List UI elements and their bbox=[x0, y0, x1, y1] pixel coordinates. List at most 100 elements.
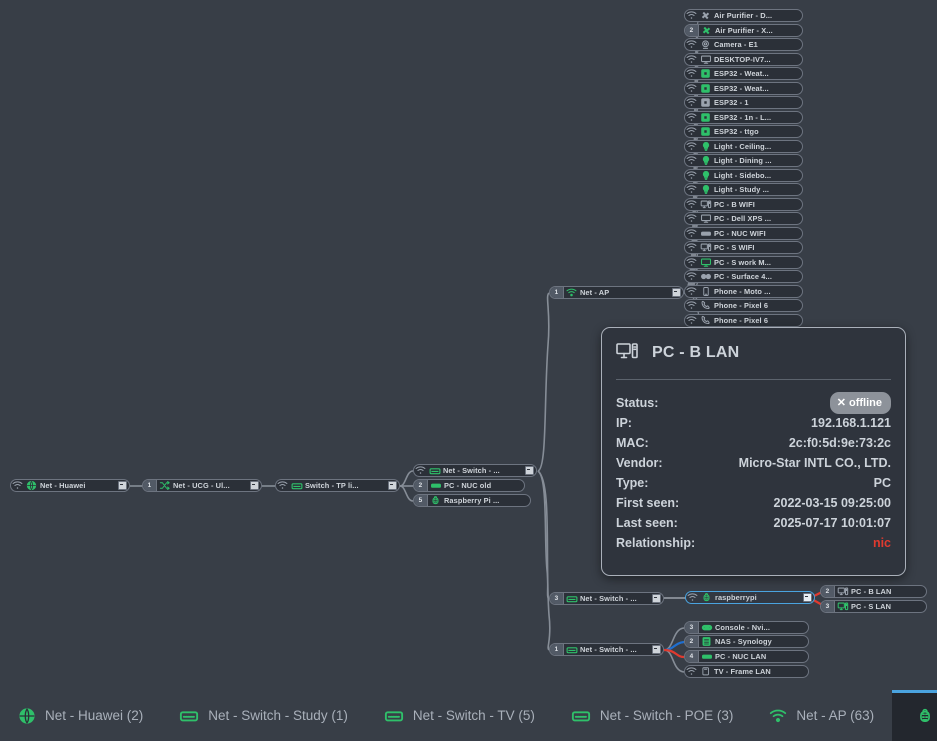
rpi-icon bbox=[699, 592, 714, 603]
tooltip-row-value: 192.168.1.121 bbox=[811, 416, 891, 430]
tooltip-row-key: Type: bbox=[616, 476, 649, 490]
graph-node[interactable]: DESKTOP-IV7... bbox=[684, 53, 803, 66]
bottom-tab-label: Net - Switch - Study (1) bbox=[208, 708, 348, 723]
graph-node[interactable]: Net - Huawei bbox=[10, 479, 130, 492]
node-label: Light - Ceiling... bbox=[714, 142, 772, 151]
graph-node[interactable]: Light - Sidebo... bbox=[684, 169, 803, 182]
tooltip-row-key: IP: bbox=[616, 416, 632, 430]
tooltip-row: Status: ✕ offline bbox=[616, 392, 891, 414]
tooltip-row: Type: PC bbox=[616, 473, 891, 493]
wifi-icon bbox=[685, 242, 698, 253]
node-label: PC - S work M... bbox=[714, 258, 772, 267]
wifi-icon bbox=[685, 68, 698, 79]
node-port-badge: 2 bbox=[685, 25, 699, 36]
node-collapse-toggle[interactable] bbox=[388, 481, 397, 490]
graph-node[interactable]: PC - S WIFI bbox=[684, 241, 803, 254]
node-collapse-toggle[interactable] bbox=[672, 288, 681, 297]
bottom-tab[interactable]: Net - Switch - Study (1) bbox=[161, 690, 366, 741]
tooltip-row-key: Status: bbox=[616, 396, 659, 410]
graph-node[interactable]: ESP32 - Weat... bbox=[684, 82, 803, 95]
graph-node[interactable]: 2 NAS - Synology bbox=[684, 635, 809, 648]
graph-node[interactable]: Light - Ceiling... bbox=[684, 140, 803, 153]
wifi-icon bbox=[685, 155, 698, 166]
graph-node[interactable]: PC - Dell XPS ... bbox=[684, 212, 803, 225]
node-label: Raspberry Pi ... bbox=[444, 496, 500, 505]
bottom-tab[interactable]: Net - Switch - POE (3) bbox=[553, 690, 752, 741]
graph-node[interactable]: Phone - Pixel 6 bbox=[684, 299, 803, 312]
graph-node[interactable]: Phone - Moto ... bbox=[684, 285, 803, 298]
graph-node[interactable]: 4 PC - NUC LAN bbox=[684, 650, 809, 663]
node-collapse-toggle[interactable] bbox=[525, 466, 534, 475]
graph-node[interactable]: Light - Dining ... bbox=[684, 154, 803, 167]
graph-node[interactable]: PC - NUC WIFI bbox=[684, 227, 803, 240]
node-label: Air Purifier - D... bbox=[714, 11, 773, 20]
node-label: PC - B LAN bbox=[851, 587, 892, 596]
switch-icon bbox=[564, 644, 579, 655]
wifi-icon bbox=[685, 141, 698, 152]
tooltip-row-value: 2022-03-15 09:25:00 bbox=[773, 496, 891, 510]
graph-node[interactable]: Phone - Pixel 6 bbox=[684, 314, 803, 327]
bottom-tab[interactable]: Net - AP (63) bbox=[751, 690, 892, 741]
graph-node[interactable]: ESP32 - 1 bbox=[684, 96, 803, 109]
node-collapse-toggle[interactable] bbox=[250, 481, 259, 490]
switch-icon bbox=[564, 593, 579, 604]
graph-node[interactable]: raspberrypi bbox=[685, 591, 815, 604]
graph-node[interactable]: Light - Study ... bbox=[684, 183, 803, 196]
graph-node[interactable]: ESP32 - Weat... bbox=[684, 67, 803, 80]
node-label: Net - Switch - ... bbox=[580, 645, 637, 654]
graph-node[interactable]: 1 Net - AP bbox=[549, 286, 684, 299]
node-collapse-toggle[interactable] bbox=[118, 481, 127, 490]
node-label: Net - Switch - ... bbox=[580, 594, 637, 603]
graph-node[interactable]: 3 PC - S LAN bbox=[820, 600, 927, 613]
node-port-badge: 5 bbox=[414, 495, 428, 506]
graph-node[interactable]: 1 Net - UCG - Ul... bbox=[142, 479, 262, 492]
node-label: PC - NUC LAN bbox=[715, 652, 767, 661]
graph-node[interactable]: PC - Surface 4... bbox=[684, 270, 803, 283]
graph-node[interactable]: 2 Air Purifier - X... bbox=[684, 24, 803, 37]
bottom-tab-bar[interactable]: Net - Huawei (2) Net - Switch - Study (1)… bbox=[0, 690, 937, 741]
graph-node[interactable]: 3 Net - Switch - ... bbox=[549, 592, 664, 605]
bulb-icon bbox=[698, 184, 713, 195]
desktop-icon bbox=[835, 601, 850, 612]
shuffle-icon bbox=[157, 480, 172, 491]
node-label: Phone - Moto ... bbox=[714, 287, 771, 296]
wifi-icon bbox=[685, 39, 698, 50]
graph-node[interactable]: 1 Net - Switch - ... bbox=[549, 643, 664, 656]
graph-node[interactable]: PC - B WIFI bbox=[684, 198, 803, 211]
fan-icon bbox=[699, 25, 714, 36]
node-collapse-toggle[interactable] bbox=[652, 645, 661, 654]
graph-node[interactable]: Camera - E1 bbox=[684, 38, 803, 51]
graph-node[interactable]: ESP32 - 1n - L... bbox=[684, 111, 803, 124]
node-collapse-toggle[interactable] bbox=[803, 593, 812, 602]
bottom-tab-label: Net - Huawei (2) bbox=[45, 708, 144, 723]
node-collapse-toggle[interactable] bbox=[652, 594, 661, 603]
tooltip-row-key: MAC: bbox=[616, 436, 649, 450]
graph-node[interactable]: TV - Frame LAN bbox=[684, 665, 809, 678]
tooltip-row: IP: 192.168.1.121 bbox=[616, 413, 891, 433]
bottom-tab[interactable]: Net - Switch - TV (5) bbox=[366, 690, 553, 741]
wifi-icon bbox=[414, 465, 427, 476]
graph-node[interactable]: Air Purifier - D... bbox=[684, 9, 803, 22]
nuc-icon bbox=[698, 228, 713, 239]
rpi-icon bbox=[428, 495, 443, 506]
node-label: PC - S LAN bbox=[851, 602, 892, 611]
graph-node[interactable]: 5 Raspberry Pi ... bbox=[413, 494, 531, 507]
bottom-tab[interactable]: Net - Huawei (2) bbox=[0, 690, 161, 741]
desktop-icon bbox=[698, 199, 713, 210]
wifi-icon bbox=[685, 286, 698, 297]
graph-node[interactable]: ESP32 - ttgo bbox=[684, 125, 803, 138]
bulb-icon bbox=[698, 141, 713, 152]
graph-node[interactable]: Switch - TP li... bbox=[275, 479, 400, 492]
bottom-tab-label: Net - AP (63) bbox=[796, 708, 875, 723]
graph-node[interactable]: Net - Switch - ... bbox=[413, 464, 537, 477]
graph-node[interactable]: 3 Console - Nvi... bbox=[684, 621, 809, 634]
wifi-icon bbox=[685, 170, 698, 181]
wifi-icon bbox=[685, 300, 698, 311]
node-port-badge: 2 bbox=[821, 586, 835, 597]
graph-node[interactable]: 2 PC - NUC old bbox=[413, 479, 525, 492]
graph-node[interactable]: PC - S work M... bbox=[684, 256, 803, 269]
bottom-tab[interactable]: raspberrypi (2) bbox=[892, 690, 937, 741]
node-port-badge: 1 bbox=[550, 644, 564, 655]
graph-node[interactable]: 2 PC - B LAN bbox=[820, 585, 927, 598]
